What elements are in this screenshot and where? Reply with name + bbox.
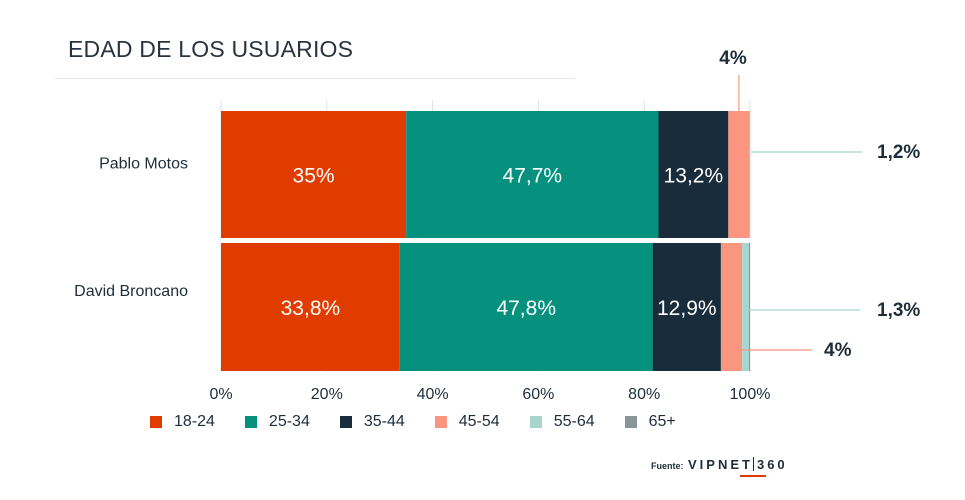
legend-item-2: 35-44 — [339, 413, 405, 431]
legend-item-0: 18-24 — [150, 413, 215, 431]
data-label-1-1: 47,8% — [496, 297, 556, 320]
data-label-0-1: 47,7% — [503, 165, 563, 188]
row-separator — [221, 238, 752, 243]
bar-0-1 — [406, 111, 659, 238]
bar-1-4 — [742, 243, 749, 371]
legend-label-3: 45-54 — [458, 413, 500, 430]
x-tick-label-2: 40% — [417, 386, 449, 403]
legend-item-3: 45-54 — [434, 413, 500, 431]
stacked-bar-chart: Pablo Motos David Broncano 35% 47,7% 13,2% 33… — [74, 48, 920, 403]
x-tick-label-0: 0% — [209, 386, 232, 403]
legend-swatch-1 — [244, 416, 257, 428]
chart-title: EDAD DE LOS USUARIOS — [68, 36, 354, 62]
legend-label-2: 35-44 — [363, 413, 405, 430]
callout-label-55-64-0: 1,2% — [877, 142, 920, 163]
legend-item-4: 55-64 — [529, 413, 595, 431]
legend-swatch-2 — [339, 416, 352, 428]
bar-0-2 — [658, 111, 729, 238]
x-tick-label-3: 60% — [522, 386, 554, 403]
bar-1-2 — [652, 243, 721, 371]
data-label-0-2: 13,2% — [664, 165, 724, 188]
data-label-1-2: 12,9% — [657, 297, 717, 320]
chart-legend: 18-24 25-34 35-44 45-54 55-64 65+ — [150, 413, 706, 431]
legend-label-5: 65+ — [648, 413, 676, 430]
legend-swatch-5 — [624, 416, 637, 428]
x-tick-label-4: 80% — [628, 386, 660, 403]
callout-label-45-54-1: 4% — [824, 340, 852, 361]
bar-0-4 — [749, 111, 750, 238]
legend-swatch-3 — [434, 416, 447, 428]
bar-1-5 — [748, 243, 750, 371]
bar-0-3 — [728, 111, 750, 238]
bar-1-0 — [221, 243, 400, 371]
x-tick-label-5: 100% — [730, 386, 771, 403]
data-label-0-0: 35% — [293, 165, 335, 188]
logo-underline — [740, 475, 766, 477]
callout-label-55-64-1: 1,3% — [877, 300, 920, 321]
x-tick-label-1: 20% — [311, 386, 343, 403]
data-label-1-0: 33,8% — [281, 297, 341, 320]
logo-text-left: VIPNET — [688, 457, 753, 472]
legend-item-5: 65+ — [624, 413, 676, 431]
category-label-1: David Broncano — [74, 283, 188, 300]
bar-1-1 — [399, 243, 653, 371]
logo-text-right: 360 — [756, 457, 788, 472]
logo-separator — [752, 457, 754, 471]
legend-item-1: 25-34 — [244, 413, 310, 431]
legend-swatch-4 — [529, 416, 542, 428]
bar-1-3 — [720, 243, 743, 371]
bar-0-0 — [221, 111, 407, 238]
legend-label-1: 25-34 — [268, 413, 310, 430]
legend-label-0: 18-24 — [174, 413, 215, 430]
title-divider — [55, 78, 575, 79]
source-label: Fuente: — [651, 461, 684, 471]
callout-label-45-54-0: 4% — [719, 48, 747, 69]
legend-label-4: 55-64 — [553, 413, 595, 430]
vipnet-logo: VIPNET 360 — [688, 457, 788, 472]
category-label-0: Pablo Motos — [99, 156, 188, 173]
legend-swatch-0 — [150, 416, 162, 428]
